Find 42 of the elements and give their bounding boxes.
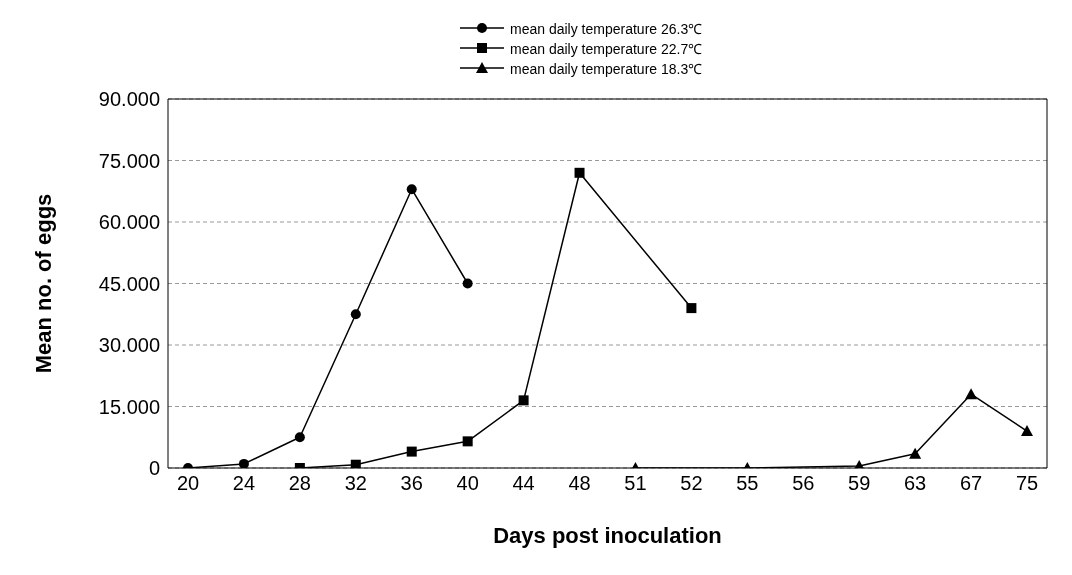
point bbox=[406, 446, 417, 457]
x-axis-title: Days post inoculation bbox=[493, 523, 722, 548]
x-tick-label: 36 bbox=[400, 472, 423, 495]
point bbox=[909, 447, 922, 459]
y-tick-label: 90.000 bbox=[98, 88, 160, 111]
x-tick-label: 28 bbox=[288, 472, 311, 495]
y-axis-title: Mean no. of eggs bbox=[30, 193, 56, 374]
y-tick-label: 15.000 bbox=[98, 395, 160, 418]
point bbox=[686, 303, 697, 314]
point bbox=[965, 388, 978, 400]
x-tick-label: 51 bbox=[624, 472, 647, 495]
point bbox=[462, 436, 473, 447]
x-tick-label: 24 bbox=[232, 472, 256, 495]
y-tick-label: 30.000 bbox=[98, 334, 160, 357]
x-tick-label: 55 bbox=[736, 472, 759, 495]
point bbox=[350, 459, 361, 468]
legend-label: mean daily temperature 18.3℃ bbox=[510, 59, 703, 78]
point bbox=[462, 278, 473, 289]
point bbox=[294, 432, 305, 443]
x-tick-label: 52 bbox=[680, 472, 703, 495]
x-tick-label: 20 bbox=[176, 472, 200, 495]
x-tick-label: 59 bbox=[848, 472, 871, 495]
legend-label: mean daily temperature 22.7℃ bbox=[510, 39, 703, 58]
x-tick-label: 48 bbox=[568, 472, 591, 495]
y-tick-label: 75.000 bbox=[98, 149, 160, 172]
x-tick-label: 56 bbox=[792, 472, 815, 495]
point bbox=[518, 395, 529, 406]
x-tick-label: 44 bbox=[512, 472, 535, 495]
point bbox=[574, 167, 585, 178]
point bbox=[350, 309, 361, 320]
x-tick-label: 63 bbox=[904, 472, 927, 495]
x-tick-label: 67 bbox=[959, 472, 983, 495]
x-tick-label: 32 bbox=[344, 472, 367, 495]
legend-label: mean daily temperature 26.3℃ bbox=[510, 19, 703, 38]
y-tick-label: 60.000 bbox=[98, 211, 160, 234]
x-tick-label: 40 bbox=[456, 472, 479, 495]
point bbox=[406, 184, 417, 195]
point bbox=[1021, 425, 1033, 437]
x-tick-label: 75 bbox=[1015, 472, 1039, 495]
point bbox=[238, 458, 249, 468]
y-tick-label: 0 bbox=[148, 457, 160, 480]
y-tick-label: 45.000 bbox=[98, 272, 160, 295]
